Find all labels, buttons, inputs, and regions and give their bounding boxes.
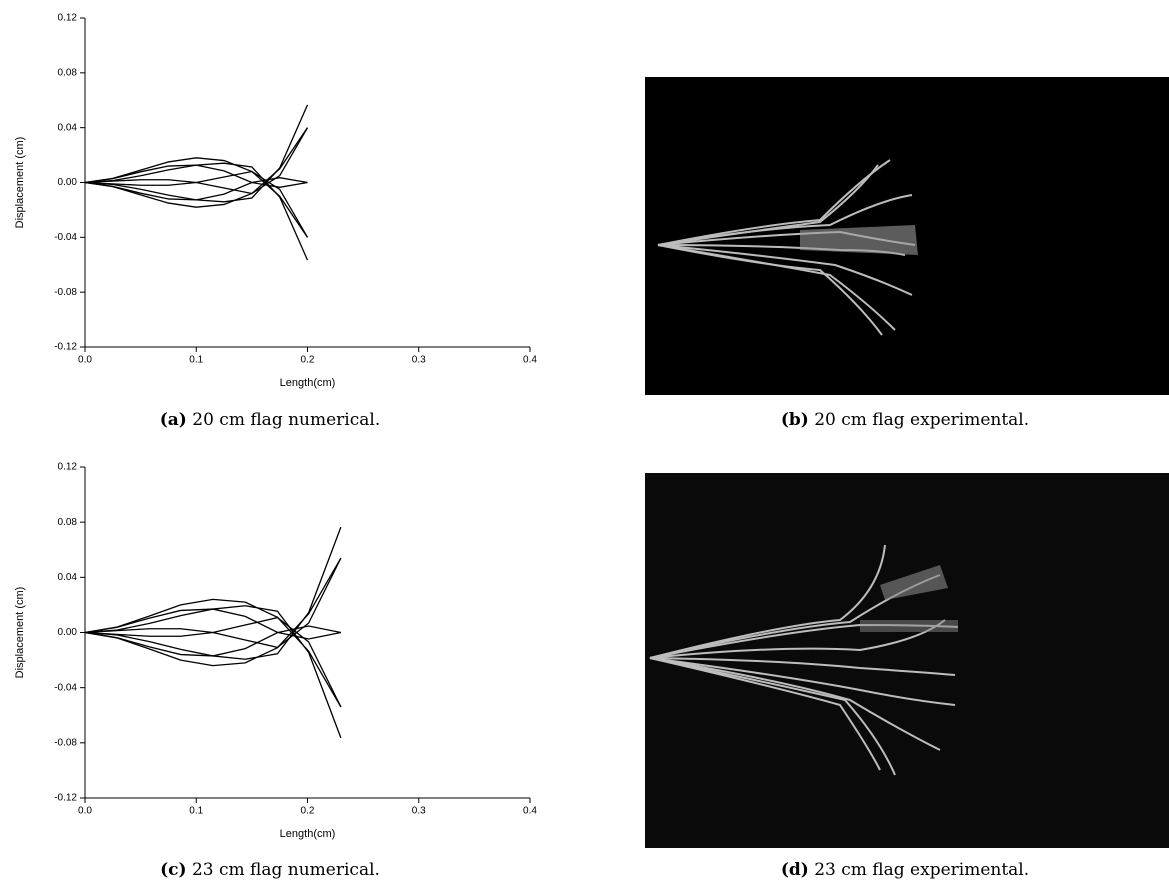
y-tick-label: -0.04 bbox=[54, 682, 77, 693]
y-tick-label: 0.12 bbox=[58, 13, 78, 24]
x-tick-label: 0.0 bbox=[78, 355, 92, 366]
x-tick-label: 0.3 bbox=[412, 355, 426, 366]
x-tick-label: 0.1 bbox=[189, 355, 203, 366]
y-axis-label: Displacement (cm) bbox=[14, 587, 26, 679]
x-tick-label: 0.4 bbox=[523, 355, 537, 366]
x-tick-label: 0.0 bbox=[78, 806, 92, 817]
caption: (c) 23 cm flag numerical. bbox=[160, 860, 380, 880]
y-tick-label: -0.04 bbox=[54, 232, 77, 243]
data-line bbox=[85, 599, 341, 707]
figure: -0.12 -0.08 -0.04 0.00 0.04 0.08 0.12 0.0 0.1 0.2… bbox=[0, 0, 1169, 887]
caption: (d) 23 cm flag experimental. bbox=[781, 860, 1029, 880]
y-axis-label: Displacement (cm) bbox=[14, 137, 26, 229]
y-tick-label: 0.04 bbox=[58, 572, 78, 583]
data-line bbox=[85, 128, 308, 208]
caption-text: 20 cm flag experimental. bbox=[814, 410, 1029, 430]
caption-label: (c) bbox=[160, 860, 186, 880]
y-tick-label: -0.08 bbox=[54, 287, 77, 298]
x-axis-label: Length(cm) bbox=[280, 828, 336, 840]
y-tick-label: 0.04 bbox=[58, 122, 78, 133]
y-tick-label: -0.08 bbox=[54, 737, 77, 748]
y-tick-label: 0.08 bbox=[58, 517, 78, 528]
y-tick-label: -0.12 bbox=[54, 342, 77, 353]
data-line bbox=[85, 158, 308, 238]
x-tick-label: 0.2 bbox=[301, 806, 315, 817]
photo-d bbox=[645, 473, 1169, 848]
chart-c: -0.12 -0.08 -0.04 0.00 0.04 0.08 0.12 0.0 0.1 0.2… bbox=[14, 462, 537, 840]
caption: (a) 20 cm flag numerical. bbox=[160, 410, 381, 430]
y-tick-label: -0.12 bbox=[54, 793, 77, 804]
y-tick-label: 0.00 bbox=[58, 627, 78, 638]
x-axis-label: Length(cm) bbox=[280, 377, 336, 389]
x-tick-label: 0.4 bbox=[523, 806, 537, 817]
caption-label: (d) bbox=[781, 860, 809, 880]
y-tick-label: 0.08 bbox=[58, 67, 78, 78]
caption-text: 20 cm flag numerical. bbox=[192, 410, 380, 430]
y-tick-label: 0.12 bbox=[58, 462, 78, 473]
caption-label: (b) bbox=[781, 410, 809, 430]
chart-a: -0.12 -0.08 -0.04 0.00 0.04 0.08 0.12 0.0 0.1 0.2… bbox=[14, 13, 537, 389]
x-tick-label: 0.1 bbox=[189, 806, 203, 817]
page: -0.12 -0.08 -0.04 0.00 0.04 0.08 0.12 0.0 0.1 0.2… bbox=[0, 0, 1169, 887]
caption-text: 23 cm flag numerical. bbox=[192, 860, 380, 880]
data-line bbox=[85, 558, 341, 666]
caption: (b) 20 cm flag experimental. bbox=[781, 410, 1029, 430]
photo-b bbox=[645, 77, 1169, 395]
y-tick-label: 0.00 bbox=[58, 177, 78, 188]
x-tick-label: 0.3 bbox=[412, 806, 426, 817]
caption-text: 23 cm flag experimental. bbox=[814, 860, 1029, 880]
data-line bbox=[85, 558, 341, 647]
caption-label: (a) bbox=[160, 410, 187, 430]
x-tick-label: 0.2 bbox=[301, 355, 315, 366]
data-line bbox=[85, 618, 341, 707]
